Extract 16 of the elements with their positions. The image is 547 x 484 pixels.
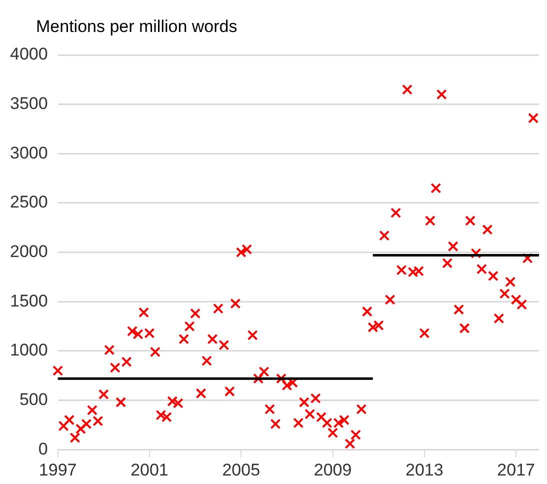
- x-tick-label: 2017: [497, 460, 535, 480]
- x-tick-label: 2005: [222, 460, 260, 480]
- x-tick-label: 2009: [314, 460, 352, 480]
- y-tick-label: 3000: [10, 143, 48, 162]
- x-tick-label: 2013: [406, 460, 444, 480]
- x-tick-label: 1997: [38, 460, 77, 480]
- y-tick-label: 500: [19, 390, 48, 409]
- y-tick-label: 1500: [10, 291, 48, 310]
- y-tick-label: 0: [38, 439, 48, 458]
- y-tick-label: 1000: [10, 340, 48, 360]
- y-tick-label: 2000: [10, 242, 48, 261]
- x-tick-label: 2001: [130, 460, 168, 480]
- y-tick-label: 2500: [10, 192, 48, 212]
- y-tick-label: 4000: [10, 44, 48, 64]
- y-tick-label: 3500: [10, 94, 48, 114]
- y-axis-title: Mentions per million words: [36, 17, 238, 36]
